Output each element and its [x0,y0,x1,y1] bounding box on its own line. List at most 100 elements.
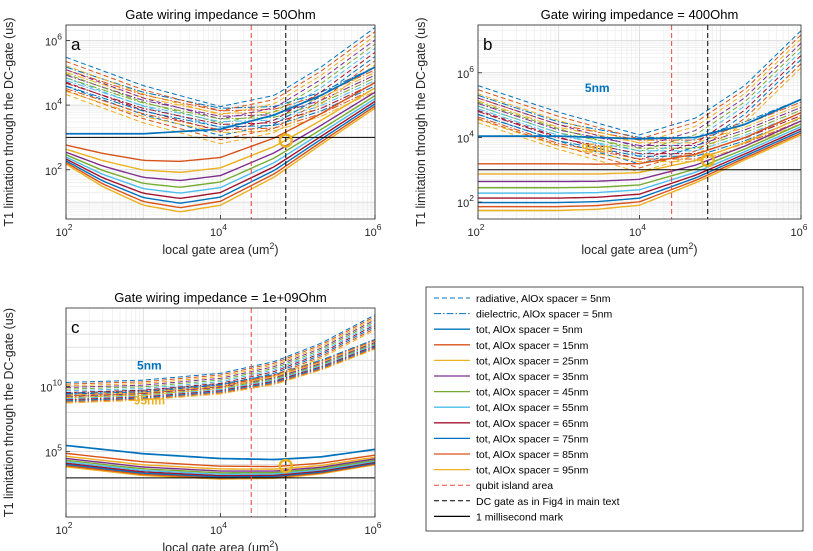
x-tick-exp: 6 [377,520,382,530]
legend-label: tot, AlOx spacer = 45nm [476,387,589,399]
y-tick-label: 102 [457,193,474,210]
radiative-series-45nm [66,43,375,124]
legend-label: qubit island area [476,480,553,492]
highlight-marker [278,458,293,474]
y-tick-exp: 6 [469,64,474,74]
legend-label: tot, AlOx spacer = 55nm [476,402,589,414]
y-tick-label: 105 [45,443,62,460]
tot-series-55nm [478,125,801,194]
radiative-series-35nm [66,319,375,388]
x-label-sup: 2 [269,539,274,549]
legend-box [425,286,804,532]
y-tick-exp: 10 [53,377,63,387]
x-label-sup: 2 [269,241,274,251]
radiative-series-55nm [66,322,375,392]
radiative-series-25nm [66,317,375,387]
tot-series-5nm [66,444,375,461]
tot-series-15nm [66,452,375,468]
tot-series-45nm [66,95,375,188]
x-axis-label: local gate area (um2) [581,241,697,257]
y-tick-exp: 2 [57,161,62,171]
dielectric-series-55nm [478,108,801,152]
tot-series-75nm [478,130,801,204]
y-tick-exp: 5 [57,443,62,453]
tot-series-95nm [66,107,375,213]
y-tick-base: 10 [457,133,469,145]
legend-label: dielectric, AlOx spacer = 5nm [476,309,613,321]
x-label-main: local gate area (um [581,243,688,257]
y-tick-label: 106 [457,64,474,81]
y-tick-label: 102 [45,161,62,178]
tot-series-25nm [478,116,801,175]
y-axis-label: T1 limitation through the DC-gate (us) [2,308,16,517]
radiative-series-65nm [478,55,801,161]
dielectric-series-55nm [66,80,375,123]
radiative-series-65nm [66,324,375,393]
grid [65,24,375,220]
x-label-end: ) [274,243,278,257]
chart-title: Gate wiring impedance = 400Ohm [541,7,739,22]
tot-series-95nm [66,464,375,480]
tot-series-5nm [66,66,375,135]
highlight-marker [700,152,715,168]
x-tick-label: 104 [629,222,646,239]
tot-series-55nm [66,98,375,194]
tot-series-35nm [66,457,375,472]
tot-series-45nm [66,459,375,474]
y-tick-base: 10 [40,382,52,394]
legend-label: DC gate as in Fig4 in main text [476,496,620,508]
plot-lines [66,25,375,219]
panel-letter: c [71,318,80,337]
x-label-end: ) [274,541,278,551]
legend-label: 1 millisecond mark [476,511,564,523]
x-label-end: ) [693,243,697,257]
y-tick-exp: 4 [57,96,62,106]
tot-series-15nm [478,111,801,165]
legend-label: tot, AlOx spacer = 75nm [476,433,589,445]
x-tick-base: 10 [791,227,803,239]
highlight-marker [278,133,293,148]
radiative-series-65nm [66,51,375,132]
chart-title: Gate wiring impedance = 50Ohm [125,7,315,22]
dielectric-series-75nm [66,85,375,128]
x-tick-exp: 4 [641,222,646,232]
x-tick-exp: 6 [377,222,382,232]
y-tick-exp: 4 [469,128,474,138]
radiative-series-25nm [66,35,375,116]
x-tick-base: 10 [210,227,222,239]
dielectric-series-85nm [66,347,375,403]
panel-letter: b [483,35,492,54]
y-axis-label: T1 limitation through the DC-gate (us) [2,17,16,226]
dielectric-series-5nm [66,66,375,109]
x-tick-base: 10 [56,525,68,537]
x-tick-base: 10 [210,525,222,537]
x-tick-label: 104 [210,222,227,239]
plot-lines [66,308,375,517]
x-tick-exp: 4 [222,222,227,232]
x-tick-exp: 2 [68,222,73,232]
dielectric-series-75nm [478,113,801,157]
dielectric-series-25nm [478,100,801,144]
y-tick-exp: 2 [469,193,474,203]
legend-label: tot, AlOx spacer = 5nm [476,324,583,336]
legend-label: tot, AlOx spacer = 25nm [476,355,589,367]
series-annotation: 5nm [137,358,162,372]
y-tick-label: 1010 [40,377,62,394]
tot-series-95nm [478,134,801,212]
y-tick-label: 104 [45,96,62,113]
tot-series-55nm [66,460,375,476]
dielectric-series-65nm [66,82,375,125]
tot-series-45nm [478,123,801,189]
radiative-series-55nm [478,50,801,157]
y-tick-base: 10 [45,166,57,178]
x-tick-exp: 6 [803,222,808,232]
y-tick-base: 10 [45,101,57,113]
dielectric-series-35nm [66,74,375,117]
tot-series-65nm [66,100,375,200]
radiative-series-35nm [478,42,801,148]
tot-series-35nm [478,120,801,183]
radiative-series-5nm [66,27,375,108]
x-tick-label: 106 [365,222,382,239]
